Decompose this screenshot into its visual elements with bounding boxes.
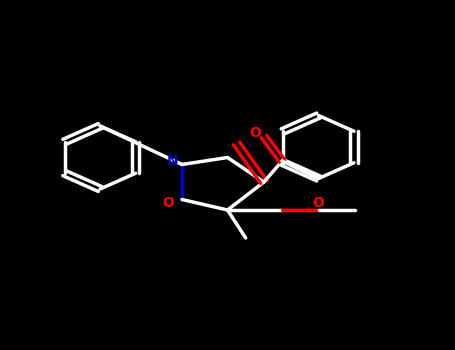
- Text: O: O: [162, 196, 174, 210]
- Text: N: N: [167, 154, 179, 168]
- Text: O: O: [313, 196, 324, 210]
- Text: O: O: [249, 126, 261, 140]
